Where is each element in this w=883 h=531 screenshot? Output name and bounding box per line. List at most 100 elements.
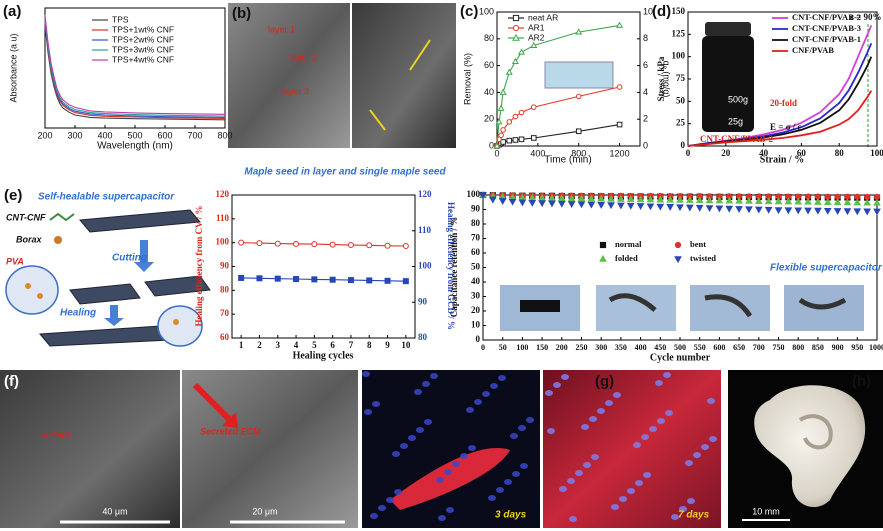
annotation: Flexible supercapacitor [770,263,883,274]
arrow [222,412,238,428]
data-point [512,113,519,120]
nucleus [707,398,715,404]
nucleus [378,505,386,511]
y-axis-title: Capacitance retention / % [449,217,459,318]
component-label: CNT-CNF [6,212,46,222]
nucleus [362,371,370,377]
device [608,293,657,312]
nucleus [468,445,476,451]
jar [702,36,754,132]
data-point [497,104,505,111]
data-point [676,204,684,212]
data-point [347,242,354,249]
data-point [311,241,318,248]
nucleus [488,495,496,501]
series-line [496,124,620,147]
data-point [764,206,773,214]
nucleus [510,433,518,439]
data-point [402,278,409,285]
sem-image [352,3,456,148]
scale-label: 10 mm [752,506,780,516]
nucleus [386,497,394,503]
data-point [575,128,582,135]
data-point [256,275,263,282]
y-tick-label: 40 [471,276,481,286]
data-point [508,198,517,206]
y-tick-label: 40 [484,87,494,97]
legend-label: TPS+4wt% CNF [112,54,174,64]
data-point [274,275,281,282]
data-point [617,195,625,202]
y2-tick-label: 6 [643,60,648,70]
y-axis-title: Healing efficiency from CV / % [194,206,204,327]
zoom-circle [5,265,59,315]
data-point [548,200,556,208]
step-label: Cutting [112,253,147,264]
x-tick-label: 20 [721,148,731,158]
y-tick-label: 75 [676,73,686,83]
x-tick-label: 950 [851,343,863,352]
legend-label: CNT-CNF/PVAB-2 [792,12,861,22]
data-point [833,198,842,206]
plot-frame [496,11,641,147]
image-label: Surface [40,429,71,439]
x-tick-label: 300 [67,130,82,140]
y-axis-title: Removal (%) [462,53,472,105]
data-point [735,206,743,213]
data-point [745,206,753,214]
data-point [784,197,793,205]
x-tick-label: 250 [576,343,588,352]
inset-jar [702,22,869,148]
legend-label: TPS [112,14,129,24]
data-point [587,194,596,202]
legend-label: AR1 [528,22,545,32]
data-point [656,195,665,203]
arrow [369,109,386,131]
data-point [705,205,714,213]
y-tick-label: 25 [676,118,686,128]
legend-label: folded [615,253,638,263]
nuclei [362,371,717,522]
x-tick-label: 500 [674,343,686,352]
y-tick-label: 100 [216,237,230,247]
x-tick-label: 900 [832,343,844,352]
data-point [695,196,704,204]
nucleus [709,436,717,442]
y2-tick-label: 2 [643,114,648,124]
data-point [528,199,537,207]
nucleus [392,451,400,457]
data-point [329,241,336,248]
y-tick-label: 60 [220,332,230,342]
data-point [384,242,391,249]
legend-label: twisted [690,253,716,263]
sem-image [228,3,350,148]
data-point [607,194,615,202]
data-point [754,197,763,204]
data-point [597,194,606,202]
inset-photos [500,285,864,331]
panel-label: (g) [595,373,614,390]
x-tick-label: 0 [494,148,499,158]
data-point [238,239,245,246]
x-tick-label: 80 [835,148,845,158]
series-line [496,24,620,147]
data-point [784,207,793,215]
legend-marker [512,33,520,41]
panel-label: (b) [232,5,251,22]
nucleus [589,416,597,422]
data-point [587,201,596,209]
annotation: 500g [728,94,748,104]
data-point [505,68,513,75]
data-point [402,243,409,250]
legend-label: bent [690,239,706,249]
data-point [616,121,623,128]
data-point [256,240,263,247]
nucleus [466,407,474,413]
legend-label: neat AR [528,12,558,22]
x-axis-title: Wavelength (nm) [97,141,173,152]
x-axis-title: Healing cycles [293,350,354,361]
y-tick-label: 90 [471,204,481,214]
data-point [557,200,566,208]
nucleus [444,469,452,475]
panel-label: (h) [852,373,871,390]
